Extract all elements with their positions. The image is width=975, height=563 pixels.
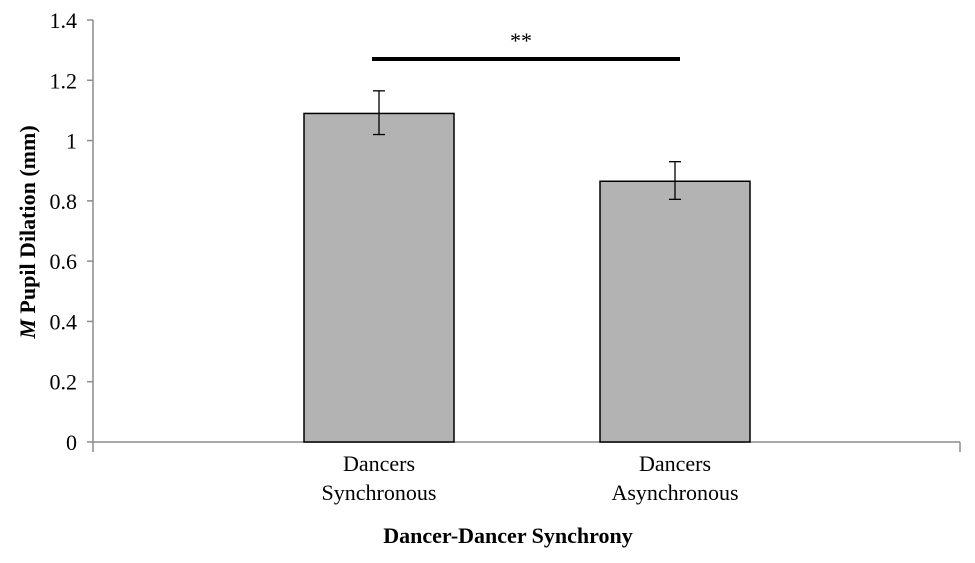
x-category-label: Asynchronous: [611, 480, 738, 505]
error-bars: [373, 90, 681, 201]
x-axis-title: Dancer-Dancer Synchrony: [383, 523, 633, 548]
y-tick-label: 1.2: [50, 68, 78, 93]
bar: [303, 112, 455, 443]
y-tick-label: 1: [66, 129, 77, 154]
y-axis-title-rest: Pupil Dilation (mm): [15, 125, 40, 319]
y-tick-label: 0.8: [50, 189, 78, 214]
y-tick-label: 1.4: [50, 8, 78, 33]
y-tick-label: 0: [66, 430, 77, 455]
y-tick-label: 0.2: [50, 370, 78, 395]
bars: [303, 112, 751, 443]
x-category-label: Dancers: [639, 451, 711, 476]
y-axis-title: M Pupil Dilation (mm): [15, 125, 40, 339]
y-axis-title-italic: M: [15, 318, 40, 340]
y-axis-ticks: 0 0.2 0.4 0.6 0.8 1 1.2 1.4: [50, 8, 93, 455]
y-tick-label: 0.6: [50, 249, 78, 274]
significance-annotation: **: [372, 28, 680, 61]
significance-label: **: [510, 28, 532, 53]
x-category-label: Synchronous: [322, 480, 437, 505]
x-category-label: Dancers: [343, 451, 415, 476]
axes: [92, 20, 961, 452]
bar: [599, 180, 751, 443]
x-axis-labels: Dancers Synchronous Dancers Asynchronous: [322, 451, 739, 505]
y-tick-label: 0.4: [50, 309, 78, 334]
